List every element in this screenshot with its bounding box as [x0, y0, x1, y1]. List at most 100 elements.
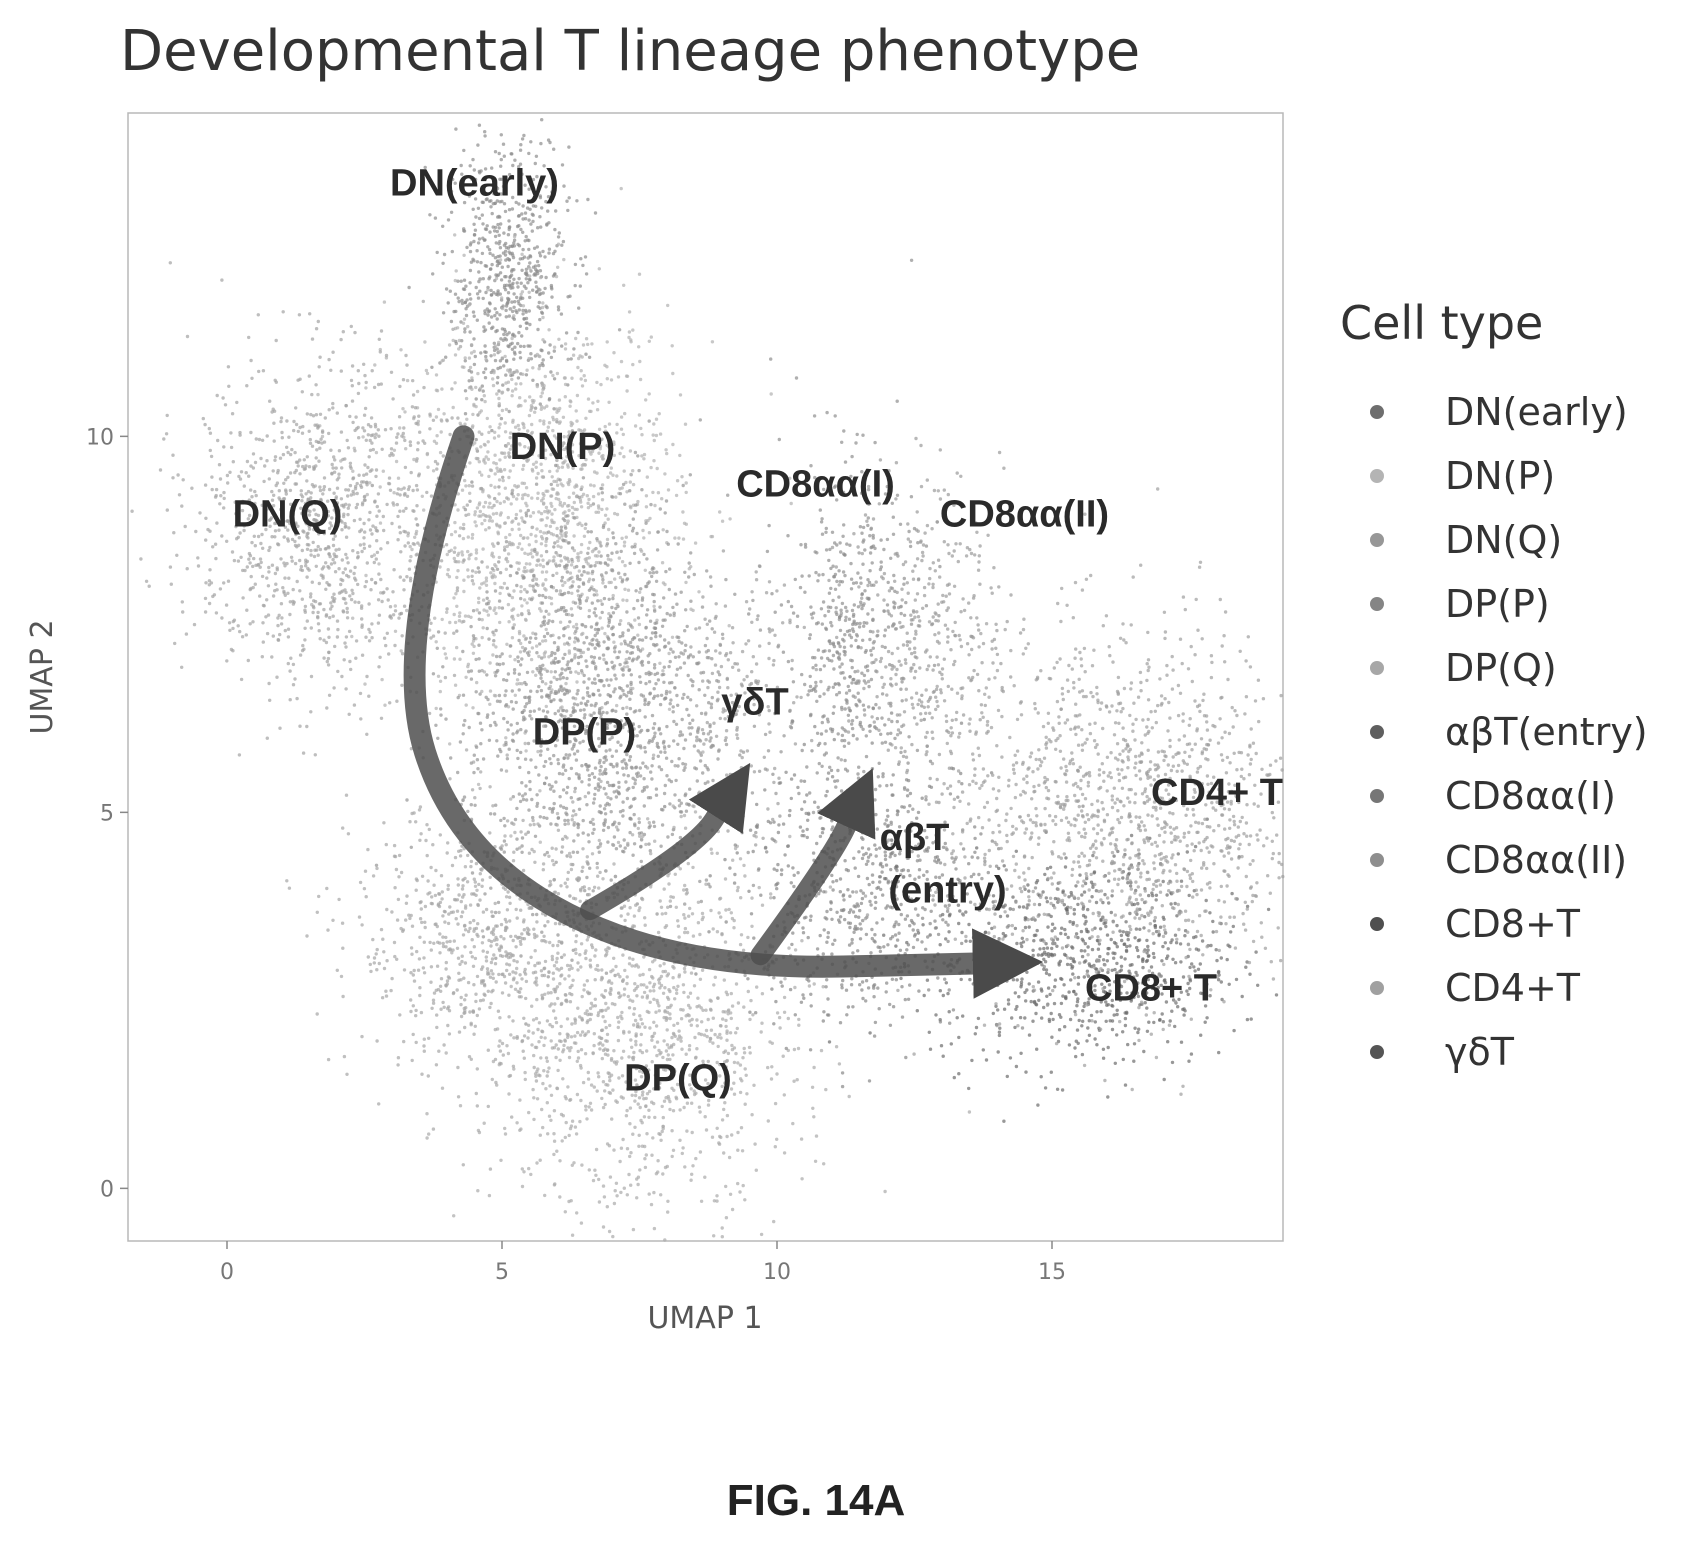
cell-point — [374, 432, 378, 436]
cell-point — [597, 1075, 601, 1079]
cell-point — [415, 389, 420, 394]
cell-point — [510, 377, 514, 382]
cell-point — [617, 785, 621, 789]
cell-point — [345, 606, 349, 611]
cell-point — [639, 728, 644, 733]
cell-point — [318, 637, 322, 641]
cell-point — [579, 505, 584, 509]
cell-point — [540, 118, 544, 122]
cell-point — [484, 579, 489, 583]
cell-point — [592, 797, 597, 801]
cell-point — [318, 355, 322, 359]
cell-point — [643, 697, 647, 701]
cell-point — [626, 690, 631, 695]
cell-point — [658, 661, 662, 665]
cell-point — [605, 678, 609, 682]
cell-point — [652, 734, 657, 739]
cell-point — [618, 575, 623, 580]
cell-point — [631, 362, 635, 367]
cell-point — [575, 574, 580, 578]
cell-point — [558, 982, 562, 986]
cell-point — [538, 269, 543, 273]
cell-point — [440, 419, 444, 423]
cell-point — [494, 276, 499, 281]
cell-point — [364, 573, 368, 578]
cell-point — [555, 371, 560, 376]
cell-point — [510, 244, 514, 249]
cell-point — [634, 589, 638, 593]
cell-point — [570, 613, 574, 617]
cell-point — [637, 413, 642, 417]
cell-point — [531, 631, 535, 635]
cell-point — [612, 646, 617, 650]
cell-point — [456, 508, 460, 512]
cell-point — [477, 216, 482, 221]
cell-point — [498, 258, 503, 262]
cell-point — [350, 634, 354, 639]
cell-point — [533, 410, 537, 414]
cell-point — [591, 458, 595, 463]
cell-point — [617, 780, 621, 785]
cell-point — [659, 732, 663, 736]
cell-point — [650, 713, 655, 718]
cell-point — [370, 468, 374, 472]
cell-point — [654, 621, 659, 625]
cell-point — [469, 803, 473, 807]
cell-point — [356, 555, 360, 559]
cell-point — [403, 544, 407, 548]
cell-point — [746, 850, 750, 855]
cell-point — [414, 483, 419, 488]
cell-point — [239, 470, 244, 474]
cell-point — [316, 426, 320, 430]
cell-point — [663, 783, 667, 788]
cell-point — [593, 677, 597, 681]
cell-point — [535, 689, 539, 694]
cell-point — [552, 753, 556, 758]
cell-point — [609, 452, 613, 457]
cell-point — [344, 403, 348, 408]
cell-point — [168, 261, 172, 265]
cell-point — [531, 584, 535, 588]
cell-point — [656, 678, 661, 682]
cell-point — [642, 552, 646, 557]
cell-point — [566, 208, 570, 213]
cell-point — [488, 516, 493, 520]
cell-point — [538, 815, 542, 819]
cell-point — [541, 315, 545, 320]
cell-point — [393, 604, 397, 608]
cell-point — [568, 399, 572, 403]
cell-point — [560, 243, 564, 247]
cell-point — [573, 601, 578, 605]
cell-point — [522, 344, 526, 349]
cell-point — [521, 467, 525, 471]
cell-point — [561, 592, 565, 597]
cell-point — [539, 407, 543, 411]
cell-point — [282, 589, 286, 594]
cell-point — [597, 550, 601, 554]
cell-point — [492, 608, 496, 612]
cell-point — [488, 702, 492, 706]
cell-point — [525, 326, 529, 331]
cell-point — [311, 540, 315, 545]
cell-point — [563, 395, 567, 399]
cell-point — [495, 466, 499, 470]
cell-point — [489, 354, 493, 358]
cell-point — [551, 619, 555, 624]
cell-point — [606, 553, 610, 558]
cell-point — [484, 576, 489, 580]
cell-point — [286, 635, 291, 639]
cell-point — [729, 911, 733, 915]
cell-point — [547, 247, 552, 251]
cell-point — [380, 447, 384, 451]
cell-point — [498, 458, 502, 462]
cell-point — [614, 606, 618, 611]
cell-point — [314, 327, 319, 331]
cell-point — [238, 433, 242, 437]
cell-point — [650, 574, 654, 579]
cell-point — [697, 799, 701, 803]
cell-point — [622, 838, 626, 842]
cell-point — [377, 509, 381, 513]
cell-point — [348, 464, 353, 469]
cell-point — [631, 469, 635, 473]
cell-point — [278, 632, 282, 637]
